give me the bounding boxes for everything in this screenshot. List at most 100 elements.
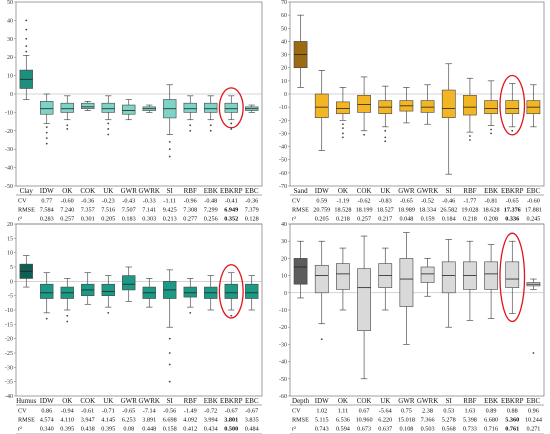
stat-value: 6.536 [336, 417, 350, 424]
category-label: COK [80, 397, 95, 405]
stat-value: -1.11 [163, 198, 176, 205]
stat-value: 0.743 [315, 426, 329, 433]
category-label: EBC [527, 397, 541, 405]
y-tick-label: -25 [5, 351, 13, 357]
y-tick-label: -30 [279, 131, 287, 137]
stat-value: 0.75 [401, 408, 412, 415]
category-label: EBKRP [220, 187, 243, 195]
stat-value: 0.53 [443, 408, 454, 415]
stat-value: 0.257 [60, 216, 74, 223]
box-ebc [526, 278, 541, 354]
box-iqr [204, 102, 218, 113]
stat-value: 0.594 [336, 426, 350, 433]
stat-value: 0.412 [183, 426, 197, 433]
stat-value: 0.500 [224, 426, 238, 433]
box-ok [60, 95, 74, 130]
box-ebkrp [505, 83, 520, 132]
variable-label: Sand [294, 187, 309, 195]
stat-value: -0.62 [358, 198, 371, 205]
stat-value: 3.891 [142, 417, 156, 424]
box-iqr [336, 263, 350, 290]
box-iqr [183, 286, 197, 298]
stat-value: -0.33 [143, 198, 156, 205]
category-label: SI [446, 397, 453, 405]
stat-value: 2.38 [422, 408, 433, 415]
stat-value: 0.128 [245, 216, 259, 223]
category-label: RBF [184, 397, 197, 405]
y-tick-label: 10 [281, 79, 287, 85]
y-tick-label: -20 [279, 325, 287, 331]
outlier-point [45, 137, 48, 140]
stat-value: 5.278 [442, 417, 456, 424]
outlier-point [168, 155, 171, 158]
stat-value: 0.568 [442, 426, 456, 433]
stat-value: 0.77 [41, 198, 52, 205]
stat-value: 17.376 [504, 207, 521, 214]
stat-value: -1.77 [463, 198, 476, 205]
box-gwr [399, 232, 414, 345]
category-label: GWR [398, 187, 415, 195]
box-iqr [293, 258, 308, 285]
stat-value: 0.108 [399, 426, 413, 433]
stat-value: 6.253 [122, 417, 136, 424]
y-tick-label: -30 [5, 365, 13, 371]
box-idw [314, 240, 329, 341]
box-sand [293, 14, 308, 88]
y-tick-label: 30 [7, 37, 13, 43]
box-idw [40, 272, 54, 320]
box-iqr [357, 95, 371, 113]
box-ebc [245, 275, 259, 311]
box-ok [60, 278, 74, 323]
highlight-ellipse [499, 232, 526, 323]
box-uk [378, 247, 393, 311]
box-uk [101, 95, 115, 136]
outlier-point [342, 123, 344, 126]
stat-value: 0.96 [528, 408, 539, 415]
stat-value: 7.308 [183, 207, 197, 214]
stat-value: 0.67 [359, 408, 370, 415]
category-label: EBK [204, 397, 218, 405]
stat-value: 0.448 [142, 426, 156, 433]
box-iqr [505, 100, 520, 115]
box-si [441, 239, 456, 328]
box-iqr [122, 104, 136, 115]
stat-value: -0.60 [61, 198, 74, 205]
box-iqr [245, 283, 259, 299]
stat-value: 0.218 [336, 216, 350, 223]
outlier-point [25, 28, 28, 31]
stat-value: 17.881 [525, 207, 542, 214]
stat-value: 0.340 [40, 426, 54, 433]
outlier-point [342, 136, 344, 139]
outlier-point [469, 135, 471, 137]
category-label: RBF [463, 397, 476, 405]
category-label: COK [80, 187, 95, 195]
box-idw [40, 93, 54, 145]
stat-value: 6.220 [378, 417, 392, 424]
stat-value: -0.52 [421, 198, 434, 205]
category-label: UK [380, 187, 390, 195]
category-label: GWRK [139, 187, 160, 195]
stat-row-label: r² [18, 426, 22, 433]
box-ebkrp [505, 240, 520, 314]
stat-value: 6.698 [163, 417, 177, 424]
stat-value: 0.277 [183, 216, 197, 223]
stat-row-label: r² [292, 216, 296, 223]
outlier-point [532, 352, 535, 354]
box-ebk [484, 80, 498, 135]
stat-value: 0.716 [484, 426, 498, 433]
box-rbf [183, 95, 197, 132]
outlier-point [25, 19, 28, 22]
category-label: OK [338, 397, 348, 405]
box-iqr [314, 264, 329, 294]
box-gwr [122, 266, 136, 302]
stat-value: 18.334 [419, 207, 436, 214]
y-tick-label: 0 [10, 279, 13, 285]
stat-value: -0.65 [122, 408, 135, 415]
stat-row-label: CV [292, 198, 301, 205]
stat-value: 0.434 [204, 426, 218, 433]
stat-value: 3.835 [245, 417, 259, 424]
box-iqr [399, 258, 414, 307]
stat-value: 4.092 [183, 417, 197, 424]
stat-row-label: RMSE [18, 207, 35, 214]
highlight-ellipse [218, 264, 244, 319]
